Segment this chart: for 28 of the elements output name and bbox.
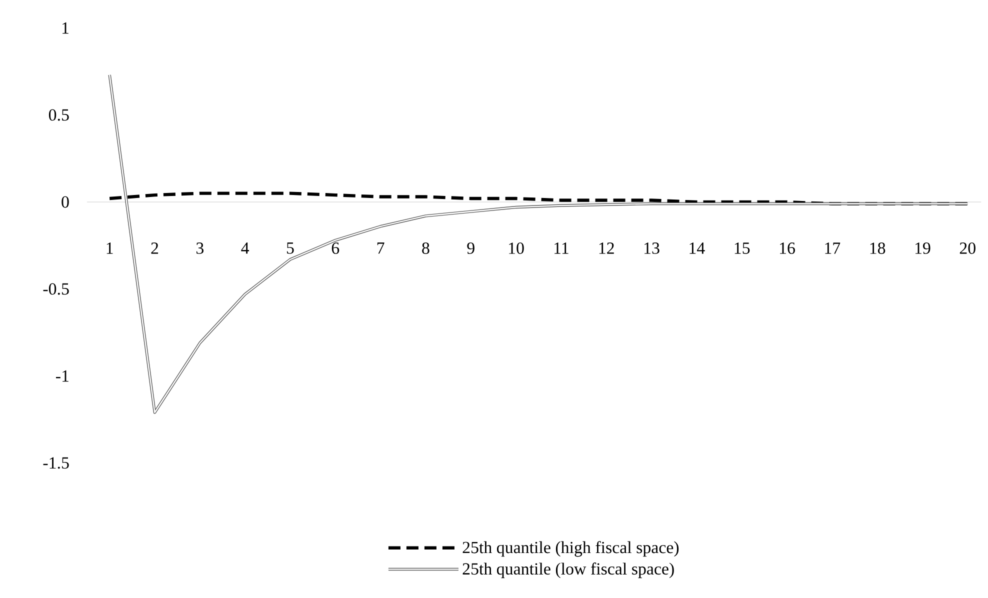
y-tick-label: -1.5 — [43, 457, 69, 469]
x-tick-label: 20 — [960, 242, 976, 254]
x-tick-label: 12 — [599, 242, 614, 254]
x-tick-label: 9 — [467, 242, 474, 254]
y-tick-label: 1 — [62, 22, 68, 34]
x-tick-label: 2 — [151, 242, 158, 254]
x-tick-label: 7 — [377, 242, 384, 254]
x-tick-label: 8 — [422, 242, 430, 254]
x-tick-label: 5 — [286, 242, 294, 254]
legend-label: 25th quantile (low fiscal space) — [462, 562, 674, 578]
x-tick-label: 13 — [644, 242, 660, 254]
x-tick-label: 16 — [780, 242, 795, 254]
y-tick-label: 0.5 — [48, 109, 69, 121]
y-tick-label: 0 — [62, 196, 69, 208]
x-tick-label: 10 — [509, 242, 524, 254]
x-tick-label: 14 — [690, 242, 705, 254]
y-tick-label: -0.5 — [43, 283, 69, 295]
y-tick-label: -1 — [56, 370, 68, 382]
x-tick-label: 6 — [332, 242, 340, 254]
x-tick-label: 1 — [106, 242, 113, 254]
x-tick-label: 19 — [915, 242, 930, 254]
x-tick-label: 17 — [825, 242, 840, 254]
legend-label: 25th quantile (high fiscal space) — [462, 541, 679, 557]
x-tick-label: 15 — [734, 242, 750, 254]
x-tick-label: 11 — [554, 242, 568, 254]
x-tick-label: 4 — [241, 242, 250, 254]
x-tick-label: 3 — [196, 242, 204, 254]
x-tick-label: 18 — [870, 242, 886, 254]
